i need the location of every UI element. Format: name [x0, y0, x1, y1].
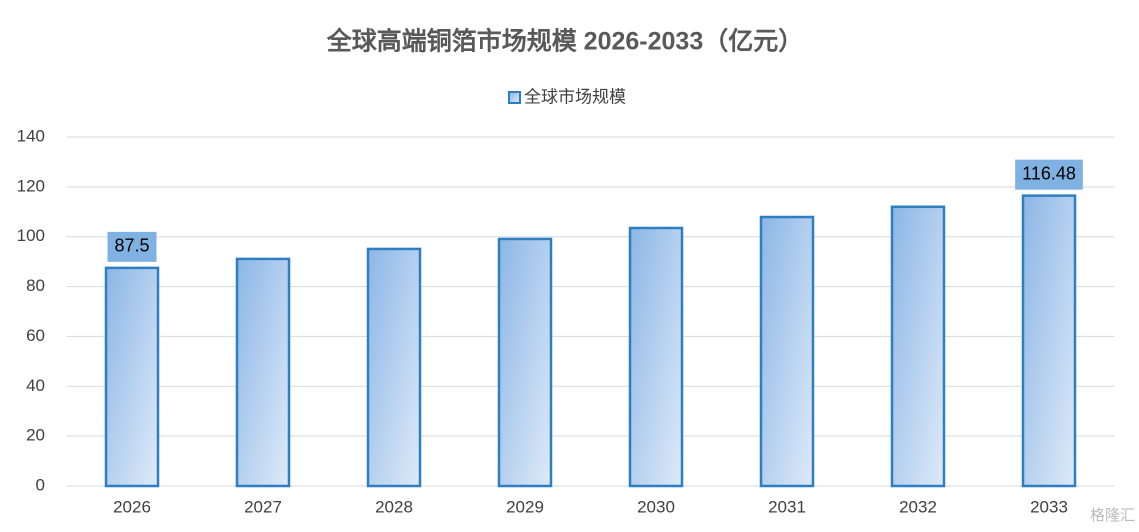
y-tick-label: 120: [17, 176, 45, 195]
y-tick-label: 60: [26, 326, 45, 345]
x-tick-label: 2027: [244, 497, 282, 516]
bar: [628, 226, 684, 488]
bar: [104, 266, 160, 488]
legend-swatch: [508, 91, 521, 104]
x-tick-label: 2030: [637, 497, 675, 516]
bar: [235, 257, 291, 488]
y-tick-label: 0: [36, 475, 45, 494]
y-tick-label: 100: [17, 226, 45, 245]
chart-title: 全球高端铜箔市场规模 2026-2033（亿元）: [326, 27, 804, 56]
data-label-box: [1015, 159, 1083, 190]
y-tick-label: 40: [26, 376, 45, 395]
bar: [366, 247, 422, 488]
bar: [1021, 194, 1077, 488]
data-label: 116.48: [1022, 163, 1076, 183]
x-tick-label: 2026: [113, 497, 151, 516]
legend-label: 全球市场规模: [524, 87, 626, 106]
x-tick-label: 2028: [375, 497, 413, 516]
y-tick-label: 20: [26, 426, 45, 445]
bar: [497, 237, 553, 488]
bar: [890, 205, 946, 488]
watermark: 格隆汇: [1090, 507, 1135, 524]
x-tick-label: 2032: [899, 497, 937, 516]
y-tick-label: 80: [26, 276, 45, 295]
bar: [759, 215, 815, 488]
x-tick-label: 2029: [506, 497, 544, 516]
x-tick-label: 2033: [1030, 497, 1068, 516]
data-label-box: [107, 231, 157, 262]
data-label: 87.5: [114, 236, 149, 256]
x-tick-label: 2031: [768, 497, 806, 516]
y-tick-label: 140: [17, 126, 45, 145]
